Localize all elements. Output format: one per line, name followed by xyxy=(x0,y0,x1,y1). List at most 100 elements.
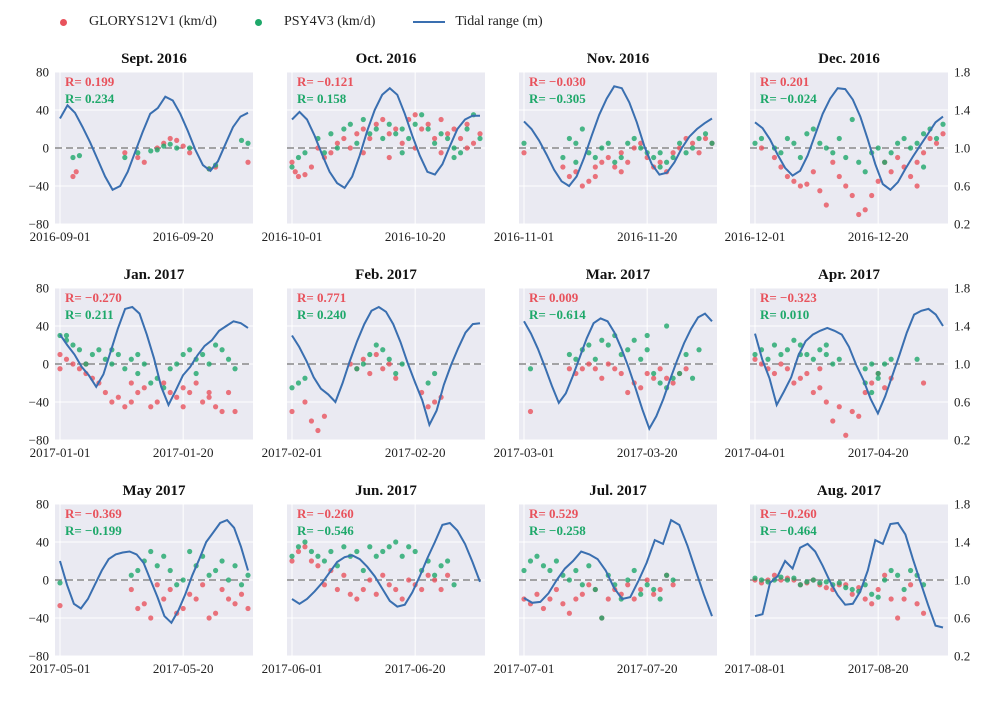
glorys-point xyxy=(225,596,232,602)
psy-point xyxy=(432,572,438,578)
glorys-point xyxy=(115,394,121,400)
psy-point xyxy=(393,539,399,545)
glorys-point xyxy=(295,173,302,180)
glorys-point xyxy=(302,399,308,405)
r-value-psy: R= −0.305 xyxy=(529,91,586,106)
psy-point xyxy=(180,351,186,358)
glorys-point xyxy=(109,399,115,405)
psy-point xyxy=(167,366,173,372)
psy-point xyxy=(399,150,405,156)
glorys-point xyxy=(823,585,829,591)
r-value-psy: R= −0.258 xyxy=(529,523,586,538)
glorys-point xyxy=(875,586,881,593)
glorys-point xyxy=(289,159,295,165)
psy-point xyxy=(823,145,829,151)
y-tick-label-left: −80 xyxy=(29,649,49,664)
psy-point xyxy=(933,135,940,142)
glorys-point xyxy=(940,131,946,137)
glorys-point xyxy=(778,361,784,367)
psy-point xyxy=(399,553,405,559)
psy-point xyxy=(888,356,894,362)
tidal-range-line xyxy=(291,305,481,428)
psy-point xyxy=(373,126,379,132)
psy-point xyxy=(399,126,405,132)
x-tick-label: 2017-04-01 xyxy=(725,445,786,460)
psy-point xyxy=(219,558,225,564)
psy-point xyxy=(599,615,605,621)
psy-point xyxy=(360,567,366,574)
glorys-point xyxy=(843,183,849,189)
psy-point xyxy=(425,126,431,132)
r-value-psy: R= −0.614 xyxy=(529,307,586,322)
psy-point xyxy=(592,154,598,161)
psy-point xyxy=(63,332,70,339)
r-value-glorys: R= 0.199 xyxy=(65,74,115,89)
y-tick-label-right: 1.0 xyxy=(954,141,970,156)
glorys-point xyxy=(245,159,251,165)
glorys-point xyxy=(122,404,128,410)
psy-point xyxy=(328,131,334,137)
psy-point xyxy=(161,143,167,149)
glorys-point xyxy=(882,572,888,578)
psy-point xyxy=(895,140,901,146)
legend-label-psy: PSY4V3 (km/d) xyxy=(283,14,376,29)
glorys-point xyxy=(895,615,901,621)
psy-point xyxy=(154,147,160,153)
psy-point xyxy=(302,539,308,545)
psy-point xyxy=(534,553,540,559)
y-tick-label-left: −40 xyxy=(29,395,49,410)
psy-point xyxy=(341,544,347,550)
glorys-point xyxy=(174,137,180,143)
psy-point xyxy=(412,548,418,555)
psy-point xyxy=(618,154,624,161)
glorys-point xyxy=(393,586,399,593)
psy-point xyxy=(657,164,663,170)
glorys-point xyxy=(180,605,186,612)
psy-point xyxy=(592,356,598,362)
psy-point xyxy=(836,580,842,586)
tidal-range-line xyxy=(754,87,944,192)
glorys-point xyxy=(752,356,758,362)
glorys-point xyxy=(360,586,366,593)
x-tick-label: 2017-05-20 xyxy=(153,661,214,676)
glorys-point xyxy=(797,375,803,381)
glorys-point xyxy=(927,135,933,142)
r-value-psy: R= 0.234 xyxy=(65,91,115,106)
glorys-point xyxy=(657,366,663,372)
panel-1: Sept. 2016 R= 0.199 R= 0.234 −80 −40 0 40 80 201… xyxy=(29,51,253,244)
x-tick-label: 2017-02-01 xyxy=(262,445,323,460)
glorys-point xyxy=(856,211,862,218)
glorys-point xyxy=(180,385,186,391)
glorys-point xyxy=(200,399,206,405)
glorys-point xyxy=(856,413,862,419)
psy-point xyxy=(232,366,238,372)
psy-point xyxy=(657,380,663,386)
glorys-point xyxy=(579,183,585,189)
glorys-point xyxy=(63,356,70,362)
glorys-point xyxy=(457,135,464,142)
psy-point xyxy=(399,361,405,367)
r-value-glorys: R= 0.201 xyxy=(760,74,809,89)
psy-point xyxy=(477,135,483,142)
glorys-point xyxy=(914,601,920,607)
glorys-point xyxy=(862,596,868,602)
psy-point xyxy=(438,131,444,137)
glorys-point xyxy=(599,159,605,165)
psy-point xyxy=(817,140,823,146)
psy-point xyxy=(836,135,842,142)
psy-point xyxy=(128,572,134,578)
glorys-point xyxy=(651,591,657,597)
psy-point xyxy=(386,356,392,362)
y-tick-label-right: 1.4 xyxy=(954,103,971,118)
psy-point xyxy=(631,567,637,574)
psy-point xyxy=(566,351,572,358)
glorys-point xyxy=(187,389,193,396)
glorys-point xyxy=(425,121,431,127)
glorys-point xyxy=(187,591,193,597)
glorys-point xyxy=(625,159,631,165)
psy-point xyxy=(843,154,849,161)
psy-point xyxy=(888,567,894,574)
glorys-point xyxy=(225,389,232,396)
glorys-point xyxy=(419,586,425,593)
